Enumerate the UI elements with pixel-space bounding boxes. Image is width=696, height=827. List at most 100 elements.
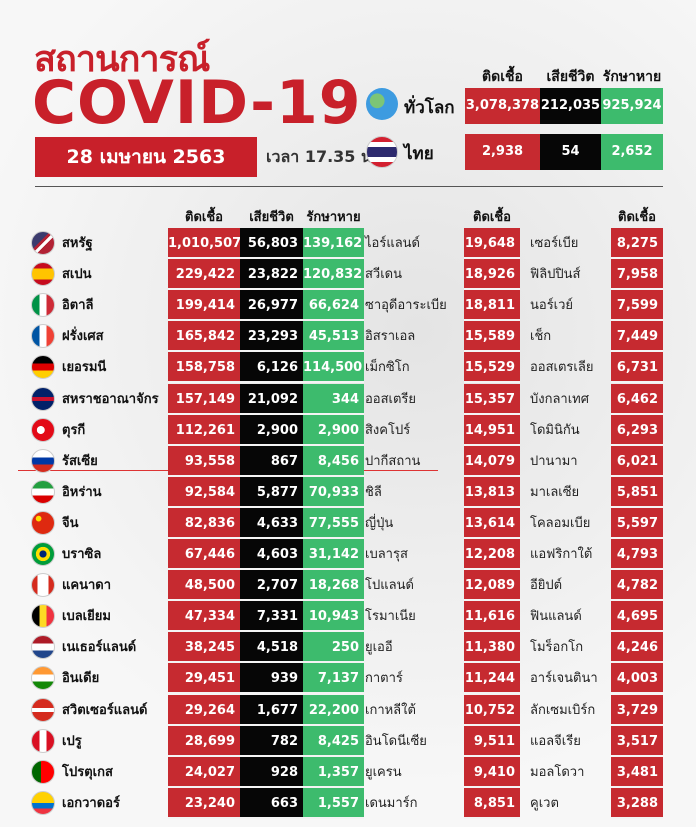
table-cell: 23,293 [240, 321, 303, 353]
table-cell: 250 [303, 632, 364, 664]
table-cell: 6,126 [240, 352, 303, 384]
table-cell: 11,244 [464, 663, 520, 695]
country-name: เบลารุส [365, 547, 408, 562]
table-cell: 2,707 [240, 570, 303, 602]
title-line1: สถานการณ์ [34, 39, 210, 80]
flag-icon [31, 790, 55, 815]
country-name: โปรตุเกส [62, 764, 113, 780]
table-cell: 7,958 [611, 259, 663, 291]
table-cell: 120,832 [303, 259, 364, 291]
table-cell: 67,446 [168, 539, 240, 570]
column-header: ติดเชื้อ [473, 210, 511, 225]
table-cell: 23,240 [168, 787, 240, 819]
flag-icon [31, 231, 55, 255]
table-cell: 18,811 [464, 290, 520, 322]
title-line2: COVID-19 [32, 68, 362, 138]
table-cell: 6,462 [611, 383, 663, 415]
country-name: นอร์เวย์ [530, 298, 574, 314]
table-cell: 12,208 [464, 539, 520, 570]
country-name: มาเลเซีย [530, 484, 580, 500]
summary-cell: 3,078,378 [465, 88, 540, 124]
thai-flag-icon [366, 136, 398, 168]
country-name: ฟิลิปปินส์ [530, 267, 581, 283]
table-cell: 7,449 [611, 321, 663, 353]
flag-icon [31, 759, 55, 784]
table-cell: 4,782 [611, 570, 663, 602]
country-name: ออสเตรีย [365, 391, 417, 407]
table-cell: 5,597 [611, 507, 663, 539]
country-name: รัสเซีย [62, 453, 98, 469]
table-cell: 2,900 [303, 414, 364, 446]
table-cell: 3,481 [611, 756, 663, 788]
table-cell: 3,288 [611, 787, 663, 819]
country-name: ฝรั่งเศส [62, 329, 104, 345]
table-cell: 165,842 [168, 321, 240, 353]
table-cell: 45,513 [303, 321, 364, 353]
country-name: ยูเครน [365, 764, 402, 780]
country-name: เซอร์เบีย [530, 236, 579, 251]
table-cell: 3,729 [611, 694, 663, 726]
country-name: ฟินแลนด์ [530, 609, 582, 625]
country-name: แคนาดา [62, 578, 112, 594]
table-cell: 663 [240, 787, 303, 819]
flag-icon [31, 448, 55, 473]
table-cell: 7,331 [240, 601, 303, 633]
country-name: กาตาร์ [365, 671, 403, 687]
table-cell: 47,334 [168, 601, 240, 633]
flag-icon [31, 635, 55, 660]
country-name: โมร็อกโก [530, 640, 584, 656]
table-cell: 928 [240, 756, 303, 788]
column-header: เสียชีวิต [249, 210, 294, 225]
table-cell: 56,803 [240, 228, 303, 259]
table-cell: 29,264 [168, 694, 240, 726]
flag-icon [31, 510, 55, 535]
country-name: สหรัฐ [62, 236, 93, 251]
table-cell: 24,027 [168, 756, 240, 788]
table-cell: 867 [240, 445, 303, 477]
country-name: ญี่ปุ่น [365, 515, 394, 531]
country-name: โดมินิกัน [530, 422, 580, 438]
date: 28 เมษายน 2563 [35, 137, 257, 177]
country-name: คูเวต [530, 795, 559, 811]
table-cell: 2,900 [240, 414, 303, 446]
country-name: มอลโดวา [530, 764, 585, 780]
table-cell: 82,836 [168, 507, 240, 539]
table-cell: 8,851 [464, 787, 520, 819]
country-name: อิสราเอล [365, 329, 416, 345]
table-cell: 70,933 [303, 476, 364, 508]
table-cell: 18,268 [303, 570, 364, 602]
country-name: ไอร์แลนด์ [365, 236, 421, 251]
table-cell: 1,557 [303, 787, 364, 819]
country-name: สหราชอาณาจักร [62, 391, 159, 407]
table-cell: 12,089 [464, 570, 520, 602]
table-cell: 93,558 [168, 445, 240, 477]
country-name: ยูเออี [365, 640, 393, 656]
summary-cell: 54 [540, 134, 601, 170]
table-cell: 939 [240, 663, 303, 695]
table-cell: 4,633 [240, 507, 303, 539]
country-name: ตุรกี [62, 422, 86, 438]
table-cell: 6,021 [611, 445, 663, 477]
summary-label: ทั่วโลก [404, 98, 455, 118]
table-cell: 22,200 [303, 694, 364, 726]
table-cell: 29,451 [168, 663, 240, 695]
table-cell: 139,162 [303, 228, 364, 259]
table-cell: 8,456 [303, 445, 364, 477]
table-cell: 21,092 [240, 383, 303, 415]
table-cell: 114,500 [303, 352, 364, 384]
country-name: บังกลาเทศ [530, 391, 590, 407]
country-name: อินเดีย [62, 671, 100, 687]
table-cell: 19,648 [464, 228, 520, 259]
table-cell: 11,380 [464, 632, 520, 664]
summary-header: เสียชีวิต [546, 69, 595, 85]
table-cell: 199,414 [168, 290, 240, 322]
table-cell: 4,518 [240, 632, 303, 664]
country-name: ออสเตรเลีย [530, 360, 594, 376]
summary-cell: 2,938 [465, 134, 540, 170]
table-cell: 9,410 [464, 756, 520, 788]
flag-icon [31, 386, 55, 411]
country-name: แอลจีเรีย [530, 733, 581, 749]
summary-header: ติดเชื้อ [482, 69, 523, 85]
table-cell: 18,926 [464, 259, 520, 291]
